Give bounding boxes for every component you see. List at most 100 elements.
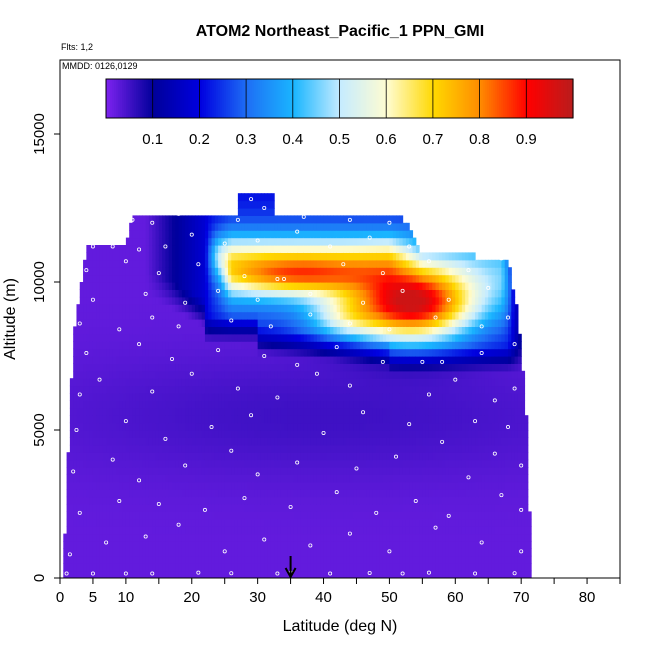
heatmap-cell <box>116 407 120 416</box>
heatmap-cell <box>231 252 236 261</box>
heatmap-cell <box>132 444 137 453</box>
heatmap-cell <box>132 489 137 498</box>
heatmap-cell <box>83 282 87 290</box>
heatmap-cell <box>76 333 81 342</box>
heatmap-cell <box>198 311 203 320</box>
heatmap-cell <box>92 252 97 261</box>
heatmap-cell <box>346 481 351 490</box>
heatmap-cell <box>241 430 246 438</box>
heatmap-cell <box>237 504 242 512</box>
heatmap-cell <box>379 474 384 483</box>
heatmap-cell <box>284 356 288 364</box>
heatmap-cell <box>191 311 196 320</box>
heatmap-cell <box>376 407 381 416</box>
heatmap-cell <box>155 311 160 320</box>
heatmap-cell <box>267 311 272 320</box>
heatmap-cell <box>76 511 81 520</box>
heatmap-cell <box>267 304 272 313</box>
heatmap-cell <box>369 511 374 520</box>
heatmap-cell <box>73 363 78 372</box>
heatmap-cell <box>83 555 87 564</box>
heatmap-cell <box>145 570 150 578</box>
heatmap-cell <box>132 245 137 253</box>
heatmap-cell <box>129 274 134 283</box>
heatmap-cell <box>175 444 180 453</box>
heatmap-cell <box>349 326 354 335</box>
heatmap-cell <box>254 407 259 416</box>
heatmap-cell <box>201 393 206 401</box>
heatmap-cell <box>402 533 407 542</box>
heatmap-cell <box>405 400 410 409</box>
heatmap-cell <box>284 378 288 387</box>
heatmap-cell <box>340 326 344 335</box>
heatmap-cell <box>323 496 328 505</box>
heatmap-cell <box>241 370 246 379</box>
heatmap-cell <box>389 274 394 283</box>
heatmap-cell <box>274 437 279 446</box>
heatmap-cell <box>372 504 377 512</box>
heatmap-cell <box>372 319 377 327</box>
heatmap-cell <box>290 467 295 475</box>
heatmap-cell <box>369 415 374 424</box>
heatmap-cell <box>270 326 275 335</box>
heatmap-cell <box>231 274 236 283</box>
heatmap-cell <box>277 282 282 290</box>
heatmap-cell <box>382 407 387 416</box>
heatmap-cell <box>228 348 232 357</box>
heatmap-cell <box>165 370 170 379</box>
heatmap-cell <box>132 222 137 231</box>
heatmap-cell <box>162 304 167 313</box>
heatmap-cell <box>247 430 252 438</box>
heatmap-cell <box>152 311 157 320</box>
heatmap-cell <box>185 541 190 549</box>
heatmap-cell <box>116 452 120 461</box>
heatmap-cell <box>280 548 285 557</box>
heatmap-cell <box>316 319 321 327</box>
heatmap-cell <box>340 282 344 290</box>
heatmap-cell <box>320 548 325 557</box>
heatmap-cell <box>323 230 328 239</box>
heatmap-cell <box>234 267 239 276</box>
heatmap-cell <box>316 252 321 261</box>
heatmap-cell <box>336 252 341 261</box>
heatmap-cell <box>86 555 91 564</box>
heatmap-cell <box>320 563 325 572</box>
heatmap-cell <box>178 548 183 557</box>
heatmap-cell <box>280 415 285 424</box>
heatmap-cell <box>274 504 279 512</box>
heatmap-cell <box>237 548 242 557</box>
heatmap-cell <box>109 563 114 572</box>
heatmap-cell <box>122 563 127 572</box>
heatmap-cell <box>178 230 183 239</box>
heatmap-cell <box>316 282 321 290</box>
heatmap-cell <box>165 237 170 246</box>
heatmap-cell <box>277 489 282 498</box>
heatmap-cell <box>287 385 292 394</box>
heatmap-cell <box>208 215 213 224</box>
heatmap-cell <box>204 518 209 527</box>
heatmap-cell <box>145 252 150 261</box>
heatmap-cell <box>155 245 160 253</box>
heatmap-cell <box>185 407 190 416</box>
heatmap-cell <box>201 296 206 305</box>
heatmap-cell <box>112 555 117 564</box>
heatmap-cell <box>125 481 130 490</box>
heatmap-cell <box>89 541 94 549</box>
heatmap-cell <box>254 230 259 239</box>
heatmap-cell <box>106 393 111 401</box>
heatmap-cell <box>231 385 236 394</box>
heatmap-cell <box>336 570 341 578</box>
heatmap-cell <box>356 548 361 557</box>
heatmap-cell <box>237 363 242 372</box>
heatmap-cell <box>366 415 371 424</box>
heatmap-cell <box>208 363 213 372</box>
heatmap-cell <box>336 518 341 527</box>
heatmap-cell <box>188 289 193 298</box>
heatmap-cell <box>221 541 226 549</box>
heatmap-cell <box>399 400 404 409</box>
heatmap-cell <box>185 222 190 231</box>
heatmap-cell <box>109 282 114 290</box>
heatmap-cell <box>92 393 97 401</box>
heatmap-cell <box>389 400 394 409</box>
heatmap-cell <box>402 222 407 231</box>
